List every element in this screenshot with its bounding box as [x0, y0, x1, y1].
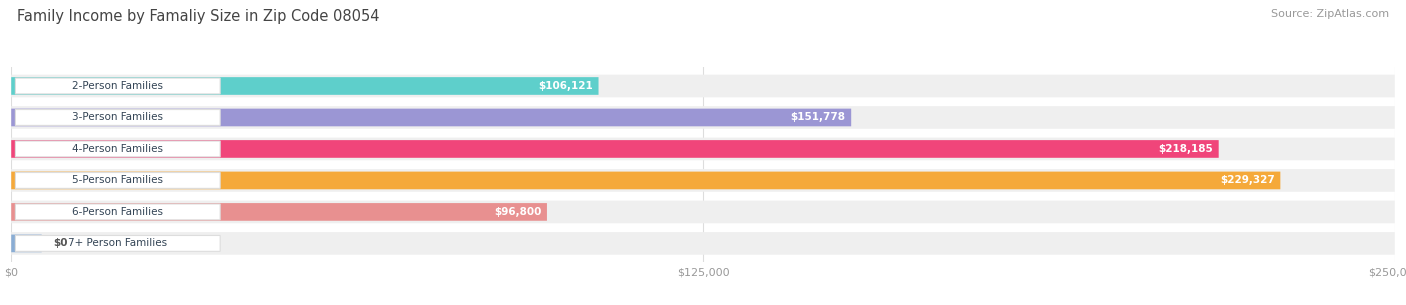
Text: 2-Person Families: 2-Person Families [72, 81, 163, 91]
FancyBboxPatch shape [15, 235, 221, 251]
FancyBboxPatch shape [11, 138, 1395, 160]
FancyBboxPatch shape [11, 140, 1219, 158]
FancyBboxPatch shape [11, 109, 851, 126]
FancyBboxPatch shape [15, 204, 221, 220]
Text: $229,327: $229,327 [1220, 175, 1275, 185]
FancyBboxPatch shape [11, 203, 547, 221]
FancyBboxPatch shape [11, 235, 42, 252]
Text: Family Income by Famaliy Size in Zip Code 08054: Family Income by Famaliy Size in Zip Cod… [17, 9, 380, 24]
Text: $96,800: $96,800 [494, 207, 541, 217]
FancyBboxPatch shape [15, 173, 221, 188]
FancyBboxPatch shape [11, 169, 1395, 192]
FancyBboxPatch shape [11, 201, 1395, 223]
Text: 4-Person Families: 4-Person Families [72, 144, 163, 154]
Text: $106,121: $106,121 [538, 81, 593, 91]
FancyBboxPatch shape [11, 172, 1281, 189]
Text: $0: $0 [53, 239, 67, 248]
FancyBboxPatch shape [11, 106, 1395, 129]
FancyBboxPatch shape [15, 141, 221, 157]
Text: 7+ Person Families: 7+ Person Families [69, 239, 167, 248]
Text: $218,185: $218,185 [1159, 144, 1213, 154]
FancyBboxPatch shape [11, 75, 1395, 97]
FancyBboxPatch shape [11, 77, 599, 95]
Text: 5-Person Families: 5-Person Families [72, 175, 163, 185]
Text: $151,778: $151,778 [790, 113, 845, 123]
FancyBboxPatch shape [11, 232, 1395, 255]
Text: 6-Person Families: 6-Person Families [72, 207, 163, 217]
Text: Source: ZipAtlas.com: Source: ZipAtlas.com [1271, 9, 1389, 19]
Text: 3-Person Families: 3-Person Families [72, 113, 163, 123]
FancyBboxPatch shape [15, 109, 221, 125]
FancyBboxPatch shape [15, 78, 221, 94]
